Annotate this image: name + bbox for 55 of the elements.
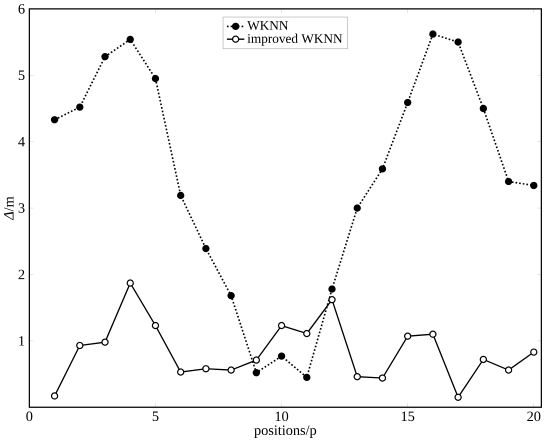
point bbox=[429, 30, 437, 38]
point bbox=[76, 103, 84, 111]
x-tick-label: 20 bbox=[527, 412, 540, 422]
point bbox=[50, 392, 58, 400]
y-tick-label: 2 bbox=[18, 270, 24, 280]
point bbox=[252, 369, 260, 376]
y-tick-label: 6 bbox=[18, 4, 25, 14]
point bbox=[454, 394, 462, 401]
legend-label: improved WKNN bbox=[247, 34, 342, 46]
point bbox=[480, 104, 488, 112]
y-tick-label: 4 bbox=[18, 136, 25, 146]
point bbox=[378, 374, 386, 382]
point bbox=[504, 366, 512, 374]
y-tick-label: 5 bbox=[18, 70, 25, 80]
point bbox=[152, 322, 160, 330]
point bbox=[354, 373, 361, 380]
point bbox=[303, 330, 310, 338]
point bbox=[404, 98, 412, 106]
point bbox=[202, 244, 210, 252]
x-tick-label: 15 bbox=[402, 412, 414, 422]
point bbox=[480, 356, 488, 364]
legend-label: WKNN bbox=[247, 21, 288, 30]
point bbox=[50, 116, 58, 124]
point bbox=[101, 53, 109, 60]
point bbox=[328, 285, 336, 293]
x-axis-title: positions/p bbox=[254, 425, 316, 438]
x-tick-label: 10 bbox=[276, 412, 288, 422]
y-tick-label: 3 bbox=[18, 203, 25, 213]
point bbox=[177, 192, 184, 200]
y-axis-title: Δ/m bbox=[4, 196, 14, 220]
point bbox=[404, 332, 412, 340]
x-tick-label: 0 bbox=[26, 412, 32, 422]
point bbox=[152, 74, 160, 82]
point bbox=[278, 322, 286, 330]
x-tick-label: 5 bbox=[152, 412, 158, 422]
point bbox=[278, 352, 286, 360]
point bbox=[177, 368, 184, 376]
point bbox=[303, 374, 310, 382]
point bbox=[227, 292, 235, 300]
point bbox=[454, 38, 462, 46]
point bbox=[530, 182, 538, 190]
point bbox=[76, 342, 84, 350]
point bbox=[126, 36, 134, 44]
point bbox=[429, 330, 437, 338]
point bbox=[252, 356, 260, 364]
point bbox=[101, 338, 109, 346]
y-tick-label: 1 bbox=[19, 336, 24, 346]
point bbox=[126, 279, 134, 287]
point bbox=[328, 296, 336, 304]
point bbox=[354, 204, 361, 212]
point bbox=[530, 348, 538, 356]
point bbox=[227, 366, 235, 374]
point bbox=[202, 365, 210, 372]
point bbox=[378, 165, 386, 173]
point bbox=[504, 178, 512, 186]
